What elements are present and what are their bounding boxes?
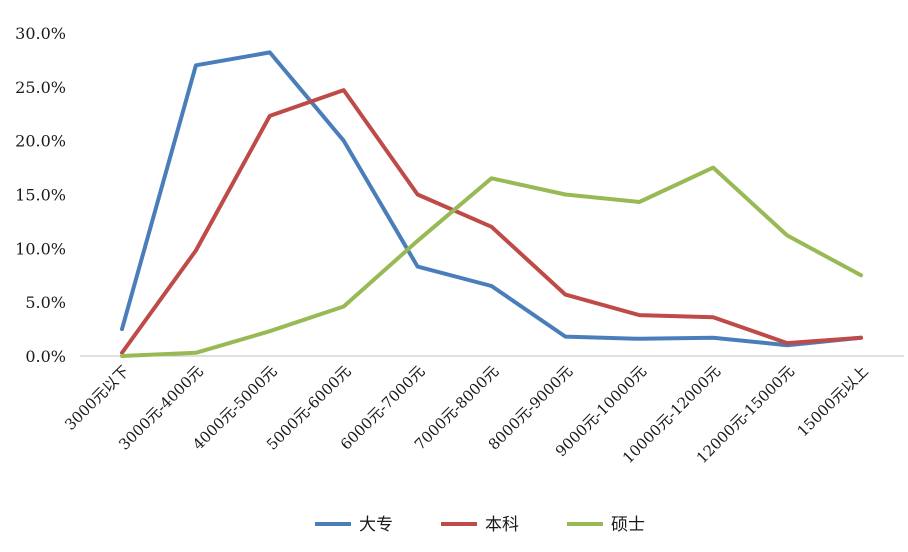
plot-area: [120, 50, 863, 358]
y-tick-label: 30.0%: [15, 24, 66, 43]
legend: 大专 本科 硕士: [315, 515, 645, 535]
legend-label-1: 大专: [359, 515, 393, 535]
x-tick-label: 3000元以下: [61, 362, 133, 434]
y-tick-label: 0.0%: [25, 347, 66, 366]
y-tick-label: 10.0%: [15, 239, 66, 258]
series-line-1: [120, 50, 863, 348]
legend-label-2: 本科: [485, 515, 519, 535]
legend-label-3: 硕士: [611, 515, 645, 535]
y-tick-label: 25.0%: [15, 78, 66, 97]
y-tick-label: 5.0%: [25, 293, 66, 312]
y-tick-label: 15.0%: [15, 186, 66, 205]
series-line-3: [120, 165, 863, 358]
series-line-2: [120, 88, 863, 355]
y-tick-label: 20.0%: [15, 132, 66, 151]
x-axis: 3000元以下3000元-4000元4000元-5000元5000元-6000元…: [61, 355, 904, 467]
x-tick-label: 15000元以上: [794, 362, 872, 440]
y-axis: 0.0% 5.0% 10.0% 15.0% 20.0% 25.0% 30.0%: [15, 24, 66, 366]
